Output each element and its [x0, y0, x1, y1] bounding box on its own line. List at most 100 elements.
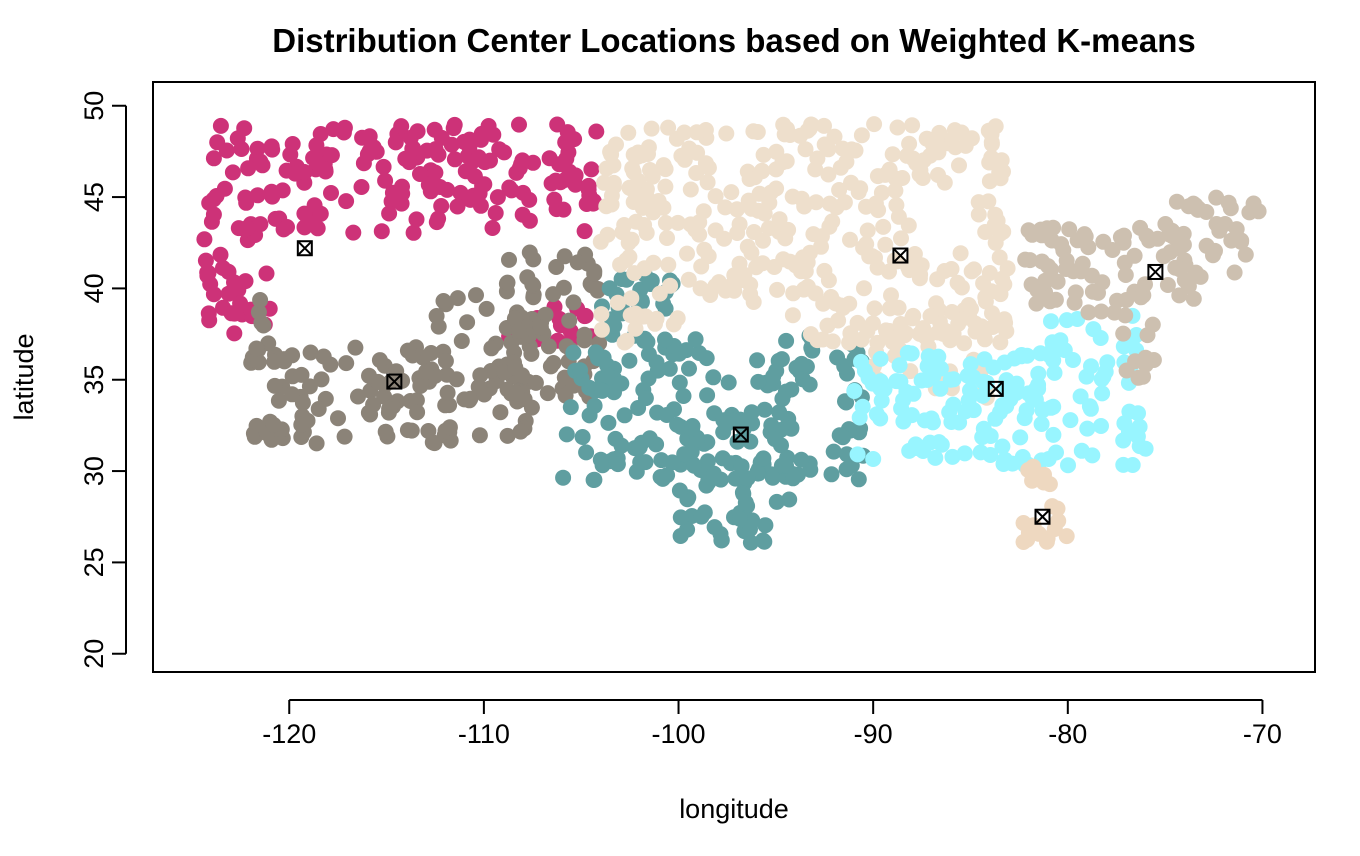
data-point	[224, 164, 241, 181]
data-point	[668, 130, 685, 147]
data-point	[323, 147, 340, 164]
data-point	[633, 147, 650, 164]
center-marker-2	[386, 373, 403, 390]
data-point	[755, 232, 771, 249]
data-point	[887, 182, 904, 199]
data-point	[1008, 375, 1025, 392]
data-point	[691, 214, 708, 231]
data-point	[448, 371, 465, 388]
data-point	[853, 127, 870, 144]
data-point	[1060, 457, 1076, 474]
data-point	[623, 290, 640, 307]
data-point	[618, 332, 635, 349]
data-point	[891, 357, 908, 374]
data-point	[732, 510, 748, 527]
data-point	[598, 198, 615, 215]
data-point	[1095, 368, 1112, 385]
data-point	[449, 198, 466, 215]
data-point	[325, 121, 342, 138]
data-point	[771, 211, 788, 228]
data-point	[649, 362, 666, 379]
data-point	[778, 457, 794, 474]
y-tick-label: 45	[79, 182, 109, 212]
data-point	[850, 471, 867, 488]
data-point	[252, 216, 269, 233]
data-point	[237, 273, 254, 290]
cluster-1-points	[196, 116, 605, 349]
data-point	[441, 419, 458, 436]
data-point	[226, 274, 242, 291]
data-point	[576, 326, 593, 343]
data-point	[293, 366, 310, 383]
data-point	[1067, 284, 1084, 301]
data-point	[824, 213, 841, 230]
center-marker-1	[296, 240, 313, 257]
chart-title: Distribution Center Locations based on W…	[272, 22, 1196, 59]
data-point	[371, 352, 388, 369]
data-point	[952, 245, 969, 262]
data-point	[1050, 512, 1067, 529]
data-point	[959, 367, 976, 384]
data-point	[705, 369, 722, 386]
data-point	[1084, 447, 1101, 464]
data-point	[869, 259, 886, 276]
data-point	[265, 416, 282, 433]
data-point	[317, 161, 334, 178]
data-point	[699, 387, 716, 404]
data-point	[266, 353, 283, 370]
data-point	[847, 142, 864, 159]
data-point	[672, 509, 689, 526]
data-point	[922, 308, 939, 324]
data-point	[377, 172, 394, 189]
data-point	[254, 157, 271, 174]
data-point	[723, 277, 740, 294]
data-point	[284, 386, 300, 403]
data-point	[714, 450, 731, 467]
data-point	[986, 217, 1003, 233]
data-point	[866, 116, 883, 133]
data-point	[503, 182, 520, 199]
data-point	[900, 217, 917, 234]
data-point	[294, 394, 311, 411]
data-point	[842, 231, 858, 248]
data-point	[661, 360, 678, 377]
data-point	[744, 512, 761, 529]
data-point	[546, 191, 563, 208]
data-point	[660, 256, 677, 273]
data-point	[205, 206, 222, 223]
data-point	[755, 146, 772, 163]
data-point	[899, 344, 916, 361]
data-point	[433, 198, 450, 214]
data-point	[323, 185, 339, 201]
data-point	[201, 312, 218, 329]
data-point	[793, 263, 809, 280]
data-point	[1134, 352, 1151, 369]
data-point	[430, 210, 447, 227]
data-point	[977, 293, 994, 310]
data-point	[996, 311, 1013, 328]
data-point	[680, 271, 697, 288]
data-point	[487, 205, 504, 221]
data-point	[699, 174, 716, 191]
data-point	[872, 350, 889, 367]
data-point	[586, 265, 603, 282]
data-point	[676, 446, 693, 463]
data-point	[809, 332, 826, 349]
data-point	[671, 374, 688, 391]
data-point	[216, 180, 233, 197]
data-point	[941, 404, 958, 421]
data-point	[784, 188, 801, 205]
cluster-2-points	[243, 244, 608, 452]
data-point	[982, 447, 999, 463]
data-point	[773, 351, 790, 368]
data-point	[689, 144, 706, 161]
y-tick-label: 30	[79, 456, 109, 486]
data-point	[609, 294, 626, 311]
data-point	[1030, 376, 1047, 393]
data-point	[249, 187, 266, 204]
data-point	[801, 376, 818, 393]
data-point	[238, 194, 255, 211]
data-point	[449, 290, 466, 307]
data-point	[543, 175, 560, 192]
data-point	[657, 300, 674, 317]
